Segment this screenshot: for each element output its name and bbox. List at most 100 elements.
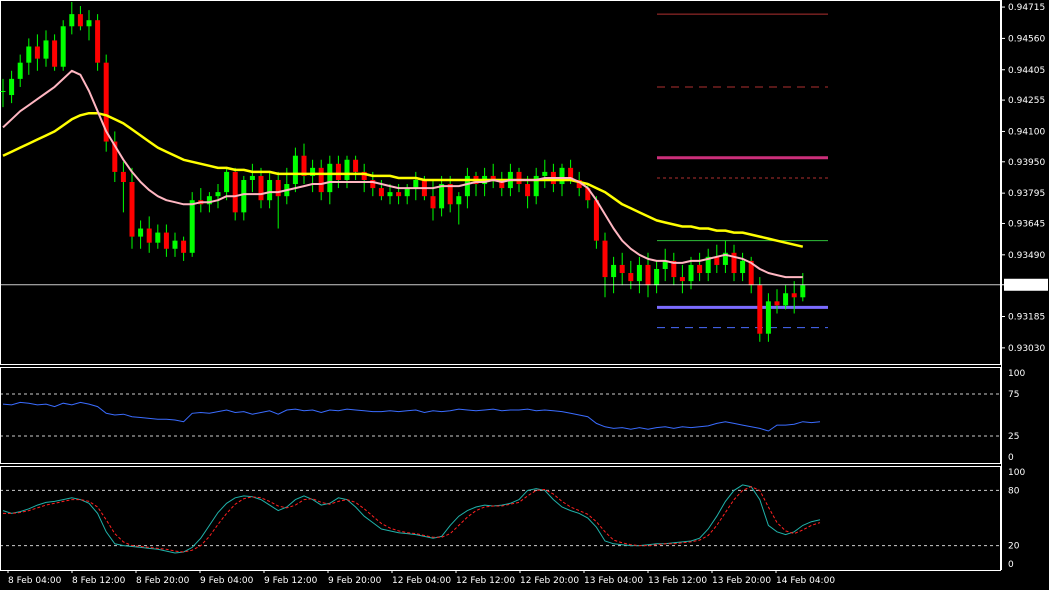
- candle-body: [490, 175, 496, 180]
- candle-body: [301, 155, 307, 176]
- candle-body: [559, 167, 565, 185]
- candle-body: [636, 264, 642, 282]
- candle-body: [439, 184, 445, 209]
- candle-body: [413, 179, 419, 189]
- candle-body: [155, 232, 161, 243]
- candle-body: [370, 179, 376, 189]
- candle: [249, 163, 255, 193]
- price-panel[interactable]: [0, 0, 1001, 365]
- stochastic-panel[interactable]: [0, 466, 1001, 571]
- current-price-label: 0.93342: [1007, 281, 1044, 291]
- time-tick-label: 12 Feb 04:00: [392, 576, 451, 586]
- candle: [103, 54, 109, 152]
- stochastic-tick-label: 0: [1008, 560, 1014, 570]
- candle: [95, 14, 101, 71]
- candle-body: [679, 277, 685, 282]
- candle-body: [335, 163, 341, 180]
- candle: [60, 20, 66, 71]
- candle-body: [120, 171, 126, 183]
- candle-body: [800, 285, 806, 298]
- candle-body: [387, 192, 393, 197]
- time-tick-label: 9 Feb 20:00: [328, 576, 382, 586]
- candle-body: [568, 167, 574, 180]
- candle: [387, 184, 393, 205]
- candle-body: [525, 184, 531, 197]
- candle-body: [0, 90, 6, 92]
- candle: [292, 147, 298, 193]
- time-tick-label: 9 Feb 04:00: [200, 576, 254, 586]
- ma-slow-line: [2, 111, 804, 248]
- candle: [52, 34, 58, 71]
- time-tick-label: 8 Feb 04:00: [8, 576, 62, 586]
- candle: [533, 167, 539, 205]
- candle-body: [353, 159, 359, 172]
- rsi-panel-frame: [0, 367, 1001, 464]
- price-tick-label: 0.93950: [1008, 158, 1045, 168]
- rsi-panel[interactable]: [0, 367, 1001, 464]
- candle: [69, 2, 75, 35]
- candle: [232, 167, 238, 221]
- candle-body: [267, 179, 273, 201]
- price-tick-label: 0.94100: [1008, 127, 1045, 137]
- candle-body: [585, 188, 591, 201]
- candle-body: [258, 175, 264, 201]
- candle-body: [378, 188, 384, 197]
- candle-body: [69, 14, 75, 27]
- candle: [361, 163, 367, 193]
- candle-body: [619, 264, 625, 274]
- candle: [731, 244, 737, 282]
- candle: [525, 175, 531, 209]
- rsi-tick-label: 0: [1008, 453, 1014, 463]
- candle-body: [327, 163, 333, 193]
- candle-body: [499, 179, 505, 189]
- candle-body: [361, 171, 367, 180]
- time-tick-label: 12 Feb 20:00: [520, 576, 579, 586]
- candle-body: [430, 196, 436, 209]
- candle-body: [163, 232, 169, 249]
- candle-body: [662, 260, 668, 269]
- candle: [679, 264, 685, 294]
- candle: [439, 175, 445, 217]
- candle: [318, 159, 324, 201]
- stochastic-signal-line: [3, 486, 821, 553]
- candle: [0, 78, 6, 108]
- time-axis: 8 Feb 04:00 8 Feb 12:00 8 Feb 20:00 9 Feb 0…: [7, 570, 835, 586]
- candle: [456, 192, 462, 225]
- candle: [26, 38, 32, 75]
- candle: [636, 256, 642, 294]
- candle: [697, 252, 703, 282]
- candle: [654, 260, 660, 294]
- candle-body: [688, 264, 694, 282]
- candle-body: [748, 260, 754, 286]
- time-tick-label: 13 Feb 20:00: [712, 576, 771, 586]
- candle: [499, 171, 505, 197]
- candle-body: [404, 188, 410, 197]
- rsi-axis: 100 75 25 0: [1008, 369, 1025, 463]
- candle: [163, 224, 169, 257]
- candle-body: [774, 301, 780, 306]
- rsi-tick-label: 75: [1008, 390, 1019, 400]
- candle-body: [95, 20, 101, 63]
- candle-body: [77, 14, 83, 27]
- candle-body: [310, 167, 316, 176]
- candle: [757, 277, 763, 342]
- price-tick-label: 0.93645: [1008, 219, 1045, 229]
- stochastic-tick-label: 80: [1008, 486, 1020, 496]
- candle: [241, 175, 247, 221]
- candle: [542, 159, 548, 189]
- candle: [413, 171, 419, 201]
- price-tick-label: 0.94255: [1008, 96, 1045, 106]
- time-tick-label: 8 Feb 12:00: [72, 576, 126, 586]
- candle-body: [86, 20, 92, 27]
- candle-body: [206, 196, 212, 205]
- candle-body: [593, 200, 599, 241]
- candle-body: [43, 40, 49, 59]
- candle: [258, 167, 264, 209]
- candle: [172, 232, 178, 257]
- candle: [129, 167, 135, 249]
- candle: [146, 216, 152, 253]
- candle-body: [172, 240, 178, 249]
- time-tick-label: 13 Feb 12:00: [648, 576, 707, 586]
